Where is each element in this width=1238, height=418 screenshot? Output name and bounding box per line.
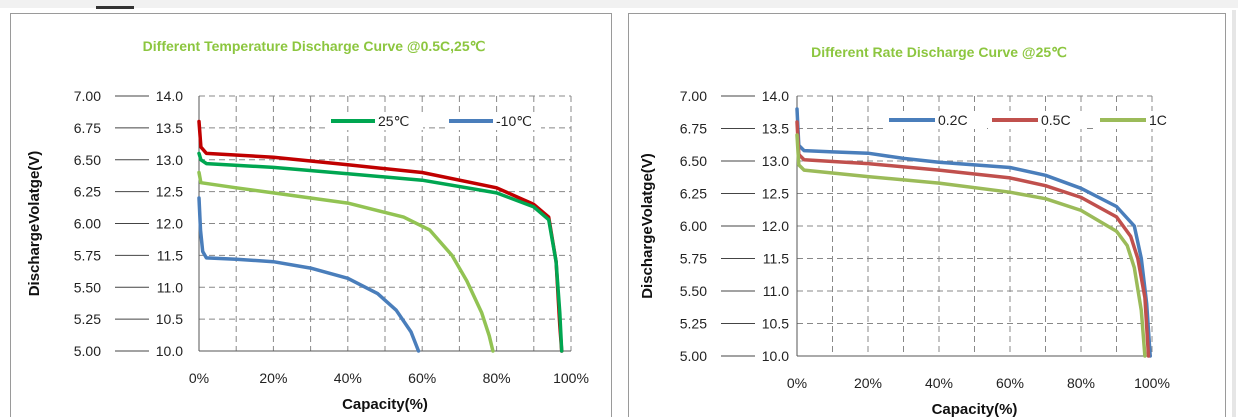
series-line	[197, 170, 495, 353]
top-toolbar-strip	[0, 0, 1238, 8]
y-tick-label-secondary: 10.5	[156, 311, 183, 327]
series-line	[197, 151, 564, 353]
y-tick-label: 5.50	[680, 283, 707, 299]
y-tick-label-secondary: 10.5	[762, 316, 789, 332]
active-tab-indicator[interactable]	[96, 6, 134, 9]
y-tick-label-secondary: 13.5	[762, 121, 789, 137]
x-tick-label: 80%	[1067, 375, 1095, 391]
legend-label: 0.5C	[1041, 112, 1071, 128]
y-tick-label: 6.75	[680, 121, 707, 137]
rate-discharge-chart-panel: Different Rate Discharge Curve @25℃ 5.00 1…	[628, 13, 1226, 418]
x-tick-label: 20%	[854, 375, 882, 391]
rate-discharge-chart: Different Rate Discharge Curve @25℃ 5.00 1…	[639, 44, 1194, 418]
y-tick-label: 5.75	[74, 247, 101, 263]
temperature-discharge-chart-panel: Different Temperature Discharge Curve @0…	[10, 13, 612, 417]
x-tick-label: 100%	[1134, 375, 1170, 391]
series-line	[197, 119, 564, 353]
y-tick-label: 6.25	[680, 186, 707, 202]
y-tick-label-secondary: 11.0	[763, 283, 789, 299]
y-tick-label-secondary: 12.5	[156, 184, 183, 200]
x-tick-label: 40%	[925, 375, 953, 391]
legend-label: 25℃	[378, 113, 409, 129]
y-tick-label: 6.00	[74, 216, 101, 232]
y-tick-label-secondary: 11.0	[157, 279, 183, 295]
y-tick-label-secondary: 11.5	[157, 247, 183, 263]
y-tick-label: 5.75	[680, 251, 707, 267]
x-tick-label: 60%	[408, 370, 436, 386]
y-tick-label-secondary: 13.5	[156, 120, 183, 136]
legend-label: 0.2C	[938, 112, 968, 128]
y-tick-label: 5.50	[74, 279, 101, 295]
temperature-discharge-chart: Different Temperature Discharge Curve @0…	[26, 38, 589, 413]
series-line	[795, 107, 1152, 358]
x-tick-label: 80%	[483, 370, 511, 386]
y-tick-label-secondary: 12.0	[762, 218, 789, 234]
y-tick-label: 6.00	[680, 218, 707, 234]
y-tick-label: 5.25	[680, 316, 707, 332]
y-tick-label-secondary: 11.5	[763, 251, 789, 267]
x-tick-label: 100%	[553, 370, 589, 386]
y-tick-label: 7.00	[74, 88, 101, 104]
y-axis-label: DischargeVolatge(V)	[639, 153, 656, 299]
x-tick-label: 0%	[189, 370, 209, 386]
y-axis-label: DischargeVolatge(V)	[26, 151, 43, 297]
legend-label: 1C	[1149, 112, 1167, 128]
series-line	[795, 120, 1151, 358]
legend-label: -10℃	[496, 113, 532, 129]
y-tick-label: 6.50	[680, 153, 707, 169]
y-tick-label-secondary: 10.0	[762, 348, 789, 364]
x-tick-label: 20%	[259, 370, 287, 386]
y-tick-label-secondary: 13.0	[762, 153, 789, 169]
x-tick-label: 60%	[996, 375, 1024, 391]
series-line	[197, 196, 421, 353]
y-tick-label: 7.00	[680, 88, 707, 104]
y-tick-label: 6.25	[74, 184, 101, 200]
chart-title: Different Temperature Discharge Curve @0…	[143, 38, 486, 54]
y-tick-label: 6.75	[74, 120, 101, 136]
y-tick-label: 5.25	[74, 311, 101, 327]
x-axis-label: Capacity(%)	[342, 396, 428, 413]
y-tick-label-secondary: 13.0	[156, 152, 183, 168]
y-tick-label: 5.00	[680, 348, 707, 364]
x-tick-label: 0%	[787, 375, 807, 391]
scrollbar-track[interactable]	[1232, 10, 1236, 417]
x-axis-label: Capacity(%)	[932, 401, 1018, 418]
y-tick-label-secondary: 12.0	[156, 216, 183, 232]
series-line	[795, 133, 1147, 358]
y-tick-label-secondary: 10.0	[156, 343, 183, 359]
y-tick-label-secondary: 12.5	[762, 186, 789, 202]
y-tick-label: 5.00	[74, 343, 101, 359]
chart-title: Different Rate Discharge Curve @25℃	[811, 44, 1067, 60]
y-tick-label-secondary: 14.0	[762, 88, 789, 104]
y-tick-label: 6.50	[74, 152, 101, 168]
x-tick-label: 40%	[334, 370, 362, 386]
y-tick-label-secondary: 14.0	[156, 88, 183, 104]
